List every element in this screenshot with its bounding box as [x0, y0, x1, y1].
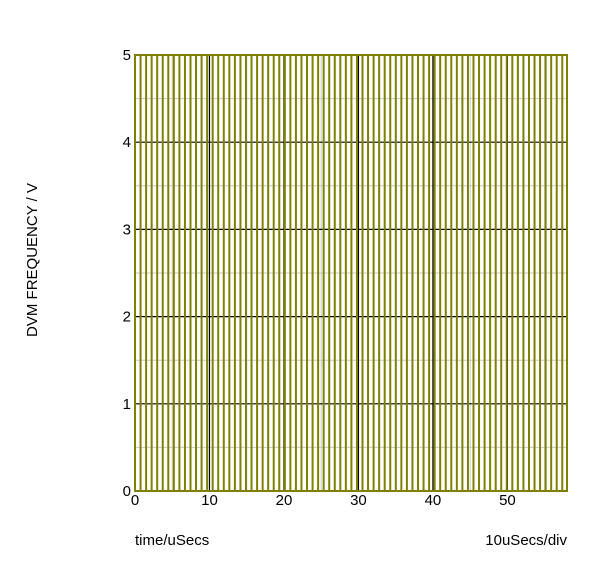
- y-tick-label: 0: [123, 483, 131, 500]
- y-tick-labels: 0 1 2 3 4 5: [123, 47, 131, 500]
- x-tick-label: 20: [276, 492, 293, 509]
- y-tick-label: 3: [123, 221, 131, 238]
- x-axis-label: time/uSecs: [135, 532, 209, 549]
- y-tick-label: 1: [123, 396, 131, 413]
- y-tick-label: 4: [123, 134, 131, 151]
- x-tick-label: 50: [499, 492, 516, 509]
- plot-border: [134, 54, 568, 492]
- x-tick-label: 0: [131, 492, 139, 509]
- y-tick-label: 2: [123, 309, 131, 326]
- x-scale-note: 10uSecs/div: [485, 532, 567, 549]
- x-tick-label: 40: [425, 492, 442, 509]
- y-axis-label: DVM FREQUENCY / V: [24, 183, 41, 337]
- x-tick-labels: 0 10 20 30 40 50: [131, 492, 516, 509]
- y-tick-label: 5: [123, 47, 131, 64]
- plot-frame: [134, 54, 568, 492]
- x-tick-label: 10: [201, 492, 218, 509]
- x-tick-label: 30: [350, 492, 367, 509]
